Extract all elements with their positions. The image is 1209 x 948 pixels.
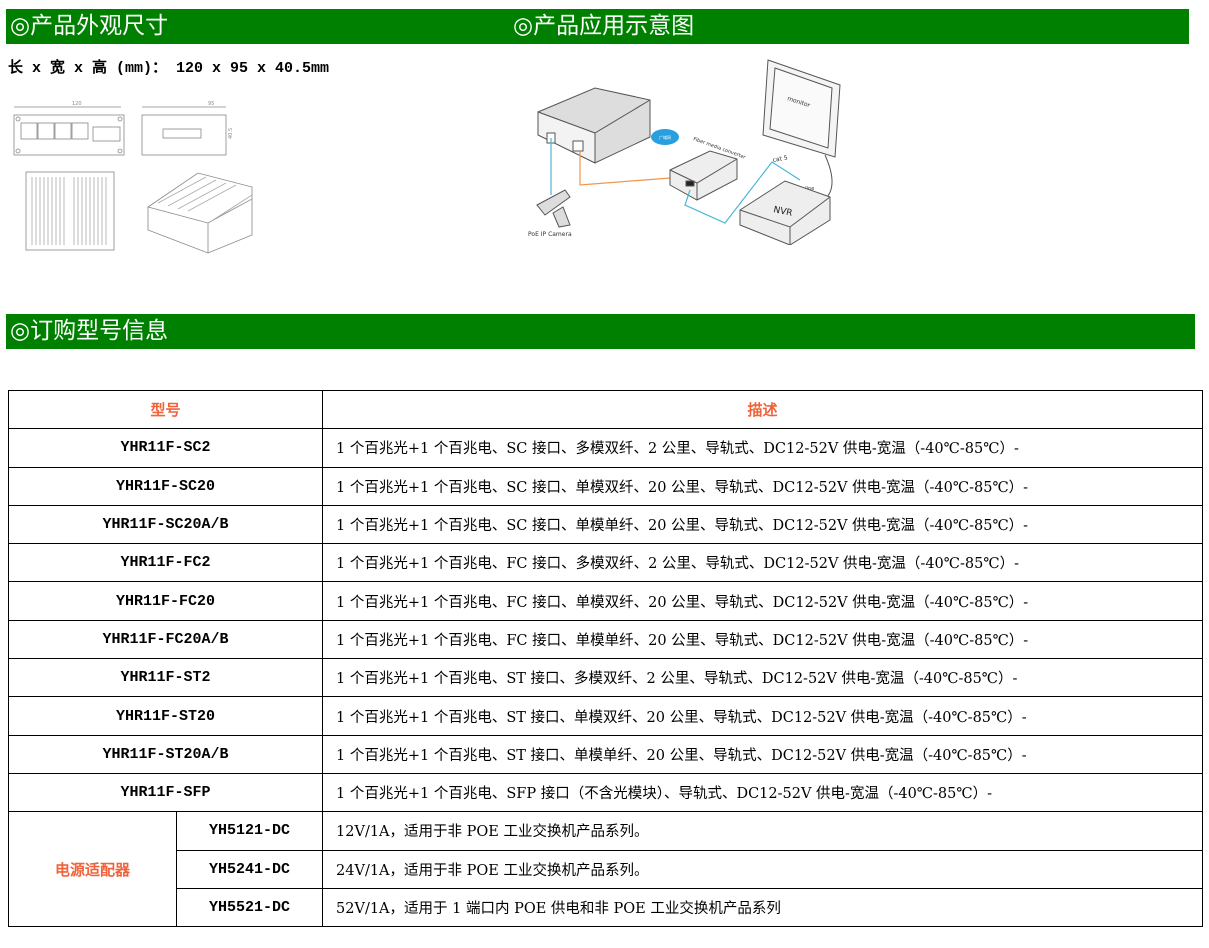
description-cell: 1 个百兆光+1 个百兆电、SC 接口、单模双纤、20 公里、导轨式、DC12-… [322,466,1203,506]
model-cell: YHR11F-ST20 [7,696,324,736]
dimensions-text: 长 x 宽 x 高 (mm)： 120 x 95 x 40.5mm [8,60,330,77]
side-view-drawing: 95 40.5 [141,101,234,156]
description-cell: 1 个百兆光+1 个百兆电、SC 接口、单模单纤、20 公里、导轨式、DC12-… [322,504,1203,545]
description-cell: 1 个百兆光+1 个百兆电、ST 接口、多模双纤、2 公里、导轨式、DC12-5… [322,658,1203,698]
power-adapter-row: YH5521-DC 52V/1A，适用于 1 端口内 POE 供电和非 POE 工… [9,887,1203,928]
description-cell: 1 个百兆光+1 个百兆电、FC 接口、多模双纤、2 公里、导轨式、DC12-5… [322,543,1203,583]
model-cell: YHR11F-FC2 [7,543,324,583]
model-cell: YH5121-DC [175,811,324,851]
side-width-label: 95 [208,101,214,107]
camera-label: PoE IP Camera [528,231,572,238]
table-row: YHR11F-FC20A/B 1 个百兆光+1 个百兆电、FC 接口、单模单纤、2… [7,619,1203,660]
description-cell: 52V/1A，适用于 1 端口内 POE 供电和非 POE 工业交换机产品系列 [322,887,1203,928]
front-view-drawing: 120 [13,101,125,156]
isometric-drawing [147,172,253,254]
fiber-cable [579,150,671,186]
description-cell: 24V/1A，适用于非 POE 工业交换机产品系列。 [322,849,1203,889]
top-view-drawing [25,171,115,251]
cat5-cable [684,161,801,224]
height-label: 40.5 [228,128,234,139]
table-row: YHR11F-ST20A/B 1 个百兆光+1 个百兆电、ST 接口、单模单纤、2… [7,734,1203,774]
table-header-row: 型号 描述 [7,389,1203,430]
power-adapter-row: YH5241-DC 24V/1A，适用于非 POE 工业交换机产品系列。 [9,849,1203,889]
power-adapter-group-label: 电源适配器 [8,811,177,928]
converter-illustration [669,150,738,201]
cloud-label: 广域网 [659,134,671,140]
model-cell: YHR11F-SC2 [7,428,324,468]
dimension-drawings: 120 95 40.5 [13,101,253,254]
table-row: YHR11F-SC2 1 个百兆光+1 个百兆电、SC 接口、多模双纤、2 公里、… [7,428,1203,468]
model-cell: YHR11F-ST20A/B [7,734,324,774]
description-cell: 1 个百兆光+1 个百兆电、ST 接口、单模双纤、20 公里、导轨式、DC12-… [322,696,1203,736]
description-cell: 1 个百兆光+1 个百兆电、SC 接口、多模双纤、2 公里、导轨式、DC12-5… [322,428,1203,468]
model-cell: YHR11F-FC20A/B [7,619,324,660]
application-diagram: PoE IP Camera 广域网 Fiber media converter … [528,59,841,245]
cable-label: cat 5 [772,154,788,164]
model-cell: YHR11F-SC20 [7,466,324,506]
ordering-table: 型号 描述 YHR11F-SC2 1 个百兆光+1 个百兆电、SC 接口、多模双纤… [7,389,1203,928]
monitor-illustration: monitor [762,59,841,158]
header-model: 型号 [7,389,324,430]
table-row: YHR11F-FC20 1 个百兆光+1 个百兆电、FC 接口、单模双纤、20 公… [7,581,1203,621]
cloud-illustration: 广域网 [651,129,679,145]
header-description: 描述 [322,389,1203,430]
model-cell: YHR11F-ST2 [7,658,324,698]
power-adapter-row: 电源适配器 YH5121-DC 12V/1A，适用于非 POE 工业交换机产品系列。 [8,811,1203,928]
ordering-title: ◎订购型号信息 [10,318,169,344]
description-cell: 1 个百兆光+1 个百兆电、ST 接口、单模单纤、20 公里、导轨式、DC12-… [322,734,1203,774]
nvr-label: NVR [772,205,793,219]
table-row: YHR11F-ST20 1 个百兆光+1 个百兆电、ST 接口、单模双纤、20 公… [7,696,1203,736]
model-cell: YHR11F-FC20 [7,581,324,621]
switch-device-illustration [537,87,651,164]
table-row: YHR11F-SFP 1 个百兆光+1 个百兆电、SFP 接口（不含光模块）、导轨… [7,772,1203,813]
section-header-ordering: ◎订购型号信息 [6,314,1195,349]
description-cell: 1 个百兆光+1 个百兆电、FC 接口、单模单纤、20 公里、导轨式、DC12-… [322,619,1203,660]
model-cell: YHR11F-SFP [7,772,324,813]
table-row: YHR11F-SC20 1 个百兆光+1 个百兆电、SC 接口、单模双纤、20 公… [7,466,1203,506]
table-row: YHR11F-SC20A/B 1 个百兆光+1 个百兆电、SC 接口、单模单纤、2… [7,504,1203,545]
application-title: ◎产品应用示意图 [513,13,695,39]
camera-illustration [536,189,571,228]
description-cell: 1 个百兆光+1 个百兆电、SFP 接口（不含光模块）、导轨式、DC12-52V… [322,772,1203,813]
model-cell: YHR11F-SC20A/B [7,504,324,545]
dimensions-title: ◎产品外观尺寸 [10,13,169,39]
table-row: YHR11F-FC2 1 个百兆光+1 个百兆电、FC 接口、多模双纤、2 公里、… [7,543,1203,583]
section-header-dimensions-application: ◎产品外观尺寸 ◎产品应用示意图 [6,9,1189,44]
description-cell: 12V/1A，适用于非 POE 工业交换机产品系列。 [322,811,1203,851]
model-cell: YH5521-DC [175,887,324,928]
model-cell: YH5241-DC [175,849,324,889]
table-row: YHR11F-ST2 1 个百兆光+1 个百兆电、ST 接口、多模双纤、2 公里、… [7,658,1203,698]
front-width-label: 120 [72,101,82,107]
description-cell: 1 个百兆光+1 个百兆电、FC 接口、单模双纤、20 公里、导轨式、DC12-… [322,581,1203,621]
nvr-illustration: NVR [739,180,831,245]
